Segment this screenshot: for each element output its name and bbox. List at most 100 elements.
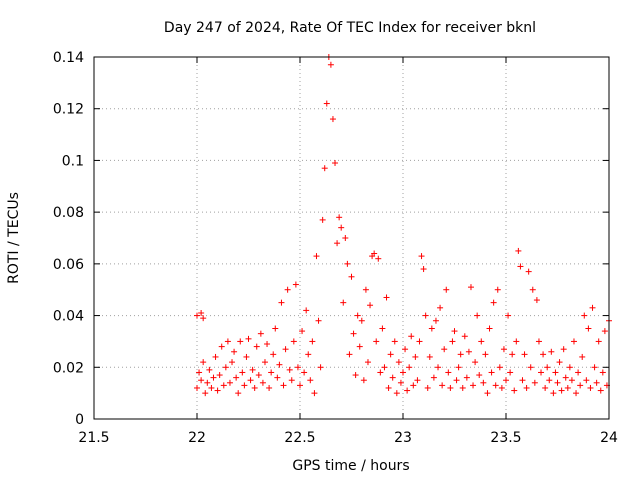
data-point xyxy=(459,384,466,391)
data-point xyxy=(455,364,462,371)
y-tick-label: 0.1 xyxy=(62,153,84,169)
data-point xyxy=(332,160,339,167)
data-point xyxy=(253,343,260,350)
data-point xyxy=(581,312,588,319)
data-point xyxy=(323,100,330,107)
data-point xyxy=(282,346,289,353)
data-point xyxy=(200,315,207,322)
data-point xyxy=(224,338,231,345)
data-point xyxy=(313,253,320,260)
data-point xyxy=(474,312,481,319)
data-point xyxy=(507,369,514,376)
data-point xyxy=(521,351,528,358)
data-point xyxy=(408,333,415,340)
data-point xyxy=(218,343,225,350)
data-point xyxy=(505,312,512,319)
data-point xyxy=(214,387,221,394)
data-point xyxy=(210,374,217,381)
data-point xyxy=(400,369,406,376)
y-tick-label: 0.06 xyxy=(53,257,84,273)
data-point xyxy=(472,359,479,366)
data-point xyxy=(340,299,347,306)
data-point xyxy=(591,364,598,371)
axis-ticks xyxy=(93,56,610,420)
data-point xyxy=(535,338,542,345)
data-point xyxy=(533,297,540,304)
data-point xyxy=(364,359,371,366)
data-point xyxy=(303,307,310,314)
data-point xyxy=(550,390,557,397)
data-point xyxy=(397,379,404,386)
data-point xyxy=(599,369,606,376)
data-point xyxy=(556,359,563,366)
data-point xyxy=(235,390,242,397)
data-point xyxy=(362,286,369,293)
data-point xyxy=(222,364,229,371)
data-point xyxy=(414,377,421,384)
data-point xyxy=(373,338,380,345)
data-point xyxy=(208,384,215,391)
data-point xyxy=(420,266,427,273)
data-point xyxy=(387,351,394,358)
data-point xyxy=(470,382,477,389)
data-point xyxy=(416,338,423,345)
data-point xyxy=(305,351,312,358)
data-point xyxy=(568,377,575,384)
grid-lines xyxy=(94,57,609,419)
data-point xyxy=(552,369,559,376)
data-point xyxy=(449,338,456,345)
data-point xyxy=(480,379,487,386)
x-tick-label: 22 xyxy=(188,430,206,446)
data-point xyxy=(315,317,322,324)
data-point xyxy=(412,353,419,360)
data-point xyxy=(523,384,530,391)
x-tick-labels: 21.5 22 22.5 23 23.5 24 xyxy=(78,430,618,446)
data-point xyxy=(348,273,355,280)
data-point xyxy=(317,364,324,371)
data-point xyxy=(461,333,468,340)
data-point xyxy=(338,224,345,231)
x-tick-label: 22.5 xyxy=(284,430,315,446)
data-point xyxy=(437,304,444,311)
data-point xyxy=(233,374,240,381)
data-point xyxy=(311,390,318,397)
data-point xyxy=(573,390,580,397)
data-point xyxy=(309,338,316,345)
data-point xyxy=(371,250,378,257)
data-point xyxy=(194,312,200,319)
data-point xyxy=(490,299,497,306)
y-tick-label: 0 xyxy=(75,412,84,428)
data-point xyxy=(570,338,577,345)
data-point xyxy=(294,364,301,371)
data-point xyxy=(226,379,233,386)
data-point xyxy=(538,369,545,376)
data-point xyxy=(564,384,571,391)
data-point xyxy=(280,382,287,389)
data-point xyxy=(334,240,341,247)
y-tick-label: 0.14 xyxy=(53,50,84,66)
data-point xyxy=(241,382,248,389)
data-point xyxy=(540,351,547,358)
data-point xyxy=(595,338,602,345)
data-point xyxy=(395,359,402,366)
data-point xyxy=(231,348,238,355)
data-point xyxy=(245,335,252,342)
data-point xyxy=(288,377,295,384)
data-point xyxy=(422,312,429,319)
data-point xyxy=(216,372,223,379)
data-point xyxy=(297,382,303,389)
y-tick-label: 0.12 xyxy=(53,102,84,118)
data-point xyxy=(286,366,293,373)
data-point xyxy=(237,338,244,345)
data-point xyxy=(346,351,353,358)
data-point xyxy=(424,384,431,391)
data-point xyxy=(266,384,273,391)
data-point xyxy=(389,374,396,381)
data-point xyxy=(301,369,308,376)
data-point xyxy=(319,216,326,223)
data-point xyxy=(593,379,600,386)
data-point xyxy=(375,255,382,262)
data-point xyxy=(597,387,604,394)
data-point xyxy=(441,346,448,353)
